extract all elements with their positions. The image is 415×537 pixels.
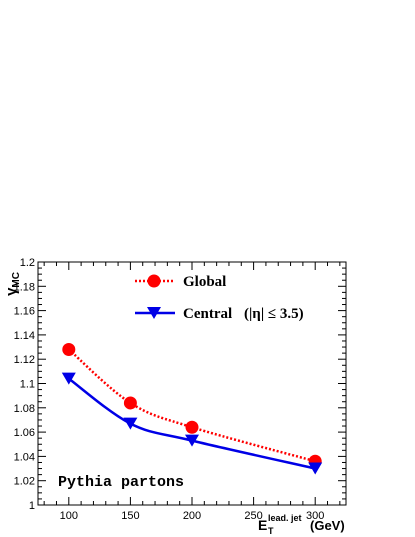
series-lines: [67, 348, 316, 470]
y-axis-label: γMC: [3, 272, 22, 296]
plot-frame: [37, 261, 347, 506]
y-tick-label: 1.16: [14, 306, 35, 318]
y-tick-label: 1.14: [14, 330, 35, 342]
x-tick-labels: 100 150 200 250 300: [60, 510, 325, 522]
y-tick-label: 1.04: [14, 451, 35, 463]
legend-label-central-eta: (|η| ≤ 3.5): [244, 306, 304, 322]
annotation-pythia-partons: Pythia partons: [58, 474, 184, 491]
x-tick-label: 200: [183, 510, 201, 522]
legend-marker-global: [147, 274, 161, 288]
y-tick-label: 1.08: [14, 403, 35, 415]
x-tick-label: 250: [244, 510, 262, 522]
data-point-global: [185, 420, 199, 434]
x-tick-label: 100: [60, 510, 78, 522]
y-tick-label: 1.02: [14, 476, 35, 488]
y-tick-label: 1.18: [14, 281, 35, 293]
legend-marker-central: [147, 307, 161, 319]
series-markers: [61, 342, 323, 475]
y-tick-label: 1.1: [20, 379, 35, 391]
tick-marks: [38, 261, 346, 506]
y-tick-label: 1.06: [14, 427, 35, 439]
legend-label-central: Central: [183, 306, 232, 322]
x-axis-label-sub: T: [268, 526, 274, 536]
y-tick-labels: 1 1.02 1.04 1.06 1.08 1.1 1.12 1.14 1.16 1.18 1.2: [14, 257, 35, 512]
data-point-central: [308, 462, 323, 475]
data-point-central: [123, 417, 138, 430]
data-point-global: [62, 342, 76, 356]
series-line-central: [68, 377, 316, 470]
x-axis-label-unit: (GeV): [310, 518, 345, 533]
x-axis-label-sup: lead. jet: [268, 513, 302, 523]
svg-text:γMC: γMC: [3, 272, 22, 296]
y-tick-label: 1.12: [14, 354, 35, 366]
x-axis-label: E T lead. jet (GeV): [258, 513, 345, 536]
y-tick-label: 1: [29, 500, 35, 512]
x-tick-label: 150: [121, 510, 139, 522]
data-point-global: [123, 396, 137, 410]
data-point-central: [185, 434, 199, 447]
legend: Global Central (|η| ≤ 3.5): [135, 274, 304, 322]
y-tick-label: 1.2: [20, 257, 35, 269]
y-axis-label-main: γ: [3, 287, 20, 296]
data-point-central: [61, 372, 76, 385]
x-axis-label-main: E: [258, 517, 267, 533]
legend-label-global: Global: [183, 274, 226, 290]
x-tick-label: 300: [306, 510, 324, 522]
y-axis-label-sub: MC: [11, 272, 22, 288]
